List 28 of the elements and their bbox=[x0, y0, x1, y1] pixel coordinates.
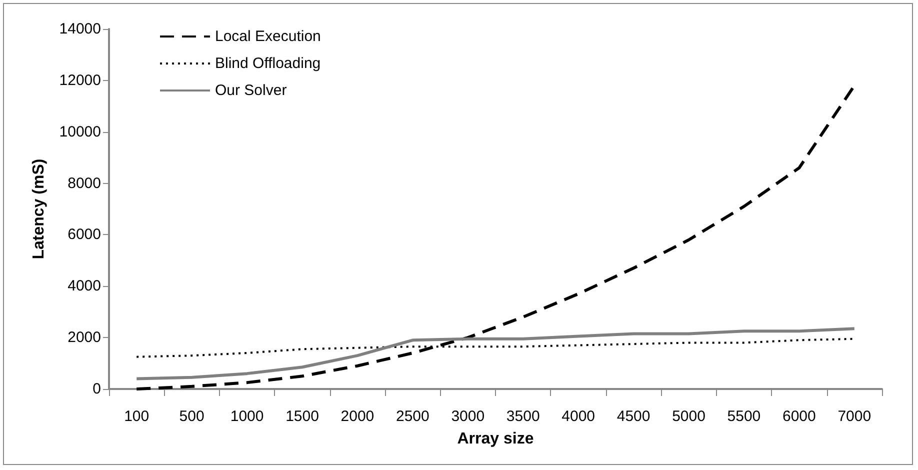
x-tick-label: 500 bbox=[179, 408, 204, 425]
x-tick-label: 2500 bbox=[396, 408, 430, 425]
x-tick-label: 4500 bbox=[616, 408, 650, 425]
x-tick-label: 3000 bbox=[451, 408, 485, 425]
y-tick-label: 4000 bbox=[68, 278, 101, 295]
x-tick-label: 100 bbox=[124, 408, 150, 425]
x-tick-label: 5500 bbox=[727, 408, 761, 425]
x-tick-label: 1000 bbox=[230, 408, 264, 425]
y-tick-label: 10000 bbox=[59, 123, 101, 140]
y-tick-label: 14000 bbox=[59, 20, 101, 38]
legend-label: Local Execution bbox=[215, 28, 321, 45]
x-tick-label: 3500 bbox=[506, 408, 540, 425]
x-axis-title: Array size bbox=[457, 430, 534, 448]
y-axis-title: Latency (mS) bbox=[30, 158, 48, 260]
y-tick-label: 0 bbox=[92, 380, 101, 398]
legend-label: Our Solver bbox=[215, 82, 287, 99]
y-tick-label: 8000 bbox=[68, 174, 101, 192]
y-tick-label: 2000 bbox=[68, 329, 101, 346]
legend-label: Blind Offloading bbox=[215, 55, 321, 72]
x-tick-label: 6000 bbox=[782, 408, 816, 425]
y-tick-label: 6000 bbox=[68, 226, 101, 244]
x-tick-label: 5000 bbox=[672, 408, 706, 425]
x-tick-label: 2000 bbox=[340, 408, 374, 425]
line-series bbox=[135, 327, 856, 380]
x-tick-label: 7000 bbox=[838, 408, 872, 425]
x-tick-label: 4000 bbox=[562, 408, 596, 425]
x-tick-label: 1500 bbox=[286, 408, 319, 425]
y-tick-label: 12000 bbox=[59, 72, 101, 89]
